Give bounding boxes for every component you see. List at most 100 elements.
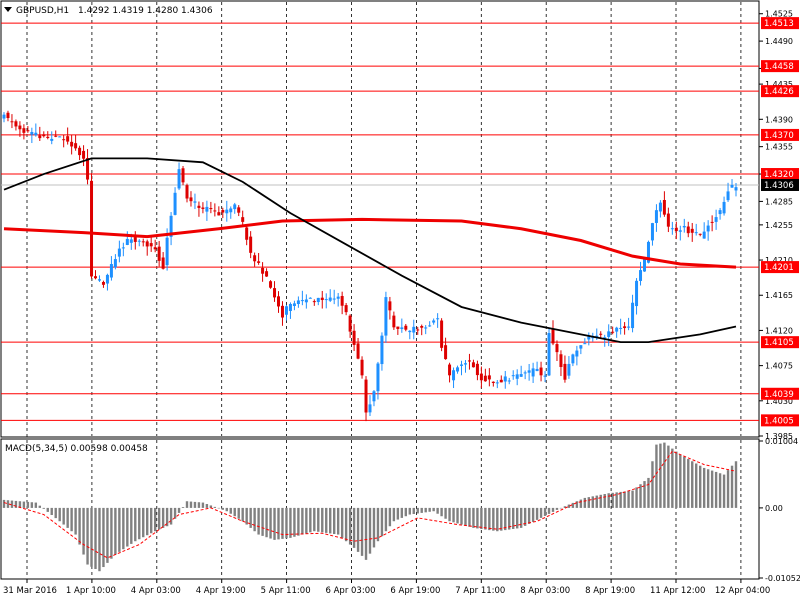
bear-candle xyxy=(217,212,221,216)
bear-candle xyxy=(563,363,567,380)
macd-bar xyxy=(50,507,53,516)
level-label-box xyxy=(761,168,799,181)
macd-bar xyxy=(547,507,551,514)
macd-bar xyxy=(412,507,415,515)
bear-candle xyxy=(559,354,563,368)
bull-candle xyxy=(412,326,416,333)
bull-candle xyxy=(336,296,340,299)
bear-candle xyxy=(396,326,400,329)
bull-candle xyxy=(50,138,54,141)
bull-candle xyxy=(165,237,169,266)
macd-bar xyxy=(730,465,734,508)
level-label: 1.4201 xyxy=(764,263,794,273)
macd-bar xyxy=(181,507,185,508)
bear-candle xyxy=(257,261,261,263)
bear-candle xyxy=(690,228,694,233)
macd-bar xyxy=(683,456,686,508)
macd-bar xyxy=(261,507,264,536)
macd-bar xyxy=(209,505,213,508)
macd-bar xyxy=(122,507,125,550)
bull-candle xyxy=(169,215,173,237)
level-label: 1.4426 xyxy=(764,87,794,97)
level-label-box xyxy=(761,60,799,73)
macd-bar xyxy=(496,507,499,532)
bear-candle xyxy=(185,185,189,199)
level-label-box xyxy=(761,17,799,30)
bull-candle xyxy=(121,247,125,249)
macd-bar xyxy=(257,507,260,535)
bull-candle xyxy=(109,264,113,278)
time-tick-label: 7 Apr 11:00 xyxy=(455,586,505,596)
macd-label: MACD(5,34,5) 0.00598 0.00458 xyxy=(5,444,148,454)
level-label-box xyxy=(761,261,799,274)
macd-bar xyxy=(142,507,145,538)
macd-bar xyxy=(317,507,320,532)
bear-candle xyxy=(467,360,471,362)
macd-bar xyxy=(114,507,117,555)
macd-bar xyxy=(102,507,105,568)
bull-candle xyxy=(229,208,233,213)
macd-bar xyxy=(726,470,730,508)
bull-candle xyxy=(511,375,515,377)
bull-candle xyxy=(650,223,654,241)
macd-bar xyxy=(269,507,272,539)
bull-candle xyxy=(460,364,463,366)
bull-candle xyxy=(718,210,722,215)
bear-candle xyxy=(161,257,165,269)
menu-triangle-icon[interactable] xyxy=(4,7,12,12)
macd-bar xyxy=(245,507,248,525)
level-label-box xyxy=(761,128,799,141)
macd-bar xyxy=(706,469,710,508)
macd-bar xyxy=(14,500,18,508)
macd-bar xyxy=(34,502,38,508)
macd-bar xyxy=(400,507,404,518)
macd-bar xyxy=(647,477,650,508)
macd-bar xyxy=(698,465,702,508)
bull-candle xyxy=(571,354,575,364)
bear-candle xyxy=(611,331,615,333)
ma-slow-line xyxy=(3,217,737,269)
macd-bar xyxy=(504,507,507,531)
macd-bar xyxy=(329,507,332,534)
macd-bar xyxy=(559,507,563,509)
bear-candle xyxy=(475,363,479,376)
macd-bar xyxy=(555,507,559,510)
macd-bar xyxy=(106,507,109,563)
bear-candle xyxy=(352,330,356,345)
bull-candle xyxy=(547,333,551,376)
bull-candle xyxy=(2,114,6,119)
bull-candle xyxy=(670,228,674,230)
macd-bar xyxy=(58,507,61,522)
macd-bar xyxy=(659,443,662,508)
bear-candle xyxy=(6,112,10,119)
macd-bar xyxy=(197,502,201,508)
macd-bar xyxy=(508,507,511,530)
time-tick-label: 5 Apr 11:00 xyxy=(261,586,311,596)
bull-candle xyxy=(734,187,738,191)
price-axis: 1.45251.44901.44551.44351.43901.43551.43… xyxy=(759,10,793,441)
bull-candle xyxy=(324,299,328,301)
macd-bar xyxy=(535,507,539,520)
bull-candle xyxy=(117,248,121,257)
macd-bar xyxy=(718,473,722,508)
macd-bar xyxy=(54,507,57,519)
macd-bar xyxy=(484,507,487,530)
macd-bar xyxy=(567,504,571,508)
bull-candle xyxy=(643,258,646,272)
bull-candle xyxy=(233,204,237,210)
price-tick-label: 1.4355 xyxy=(765,143,793,152)
bear-candle xyxy=(686,226,690,234)
bear-candle xyxy=(86,158,90,180)
macd-bar xyxy=(436,507,439,514)
macd-bar xyxy=(126,507,129,547)
macd-bar xyxy=(452,507,455,523)
macd-bar xyxy=(444,507,447,519)
bear-candle xyxy=(90,180,94,277)
time-tick-label: 4 Apr 19:00 xyxy=(196,586,246,596)
macd-bar xyxy=(456,507,459,524)
bull-candle xyxy=(436,318,440,320)
macd-bar xyxy=(368,507,372,554)
macd-bar xyxy=(432,507,435,512)
level-label-box xyxy=(761,387,799,400)
